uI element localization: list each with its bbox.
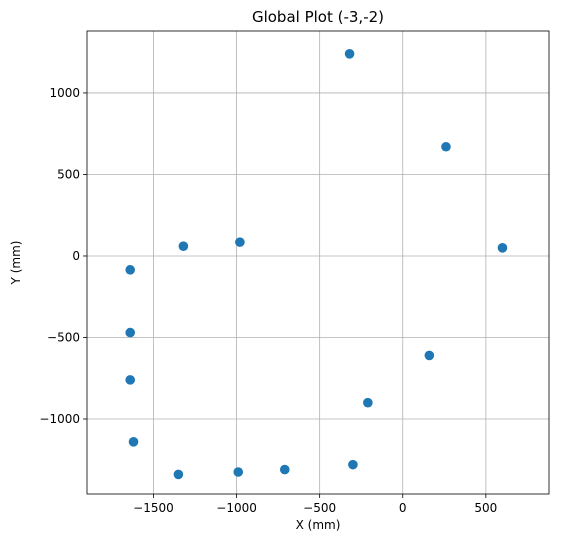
data-point: [424, 350, 435, 361]
x-tick-label: −1500: [133, 501, 174, 515]
data-point: [279, 464, 290, 475]
chart-title: Global Plot (-3,-2): [252, 8, 384, 26]
y-tick-label: 500: [57, 167, 80, 181]
grid: [87, 31, 549, 494]
x-tick-label: −1000: [216, 501, 257, 515]
y-tick-label: −1000: [39, 412, 80, 426]
data-point: [125, 375, 136, 385]
data-point: [363, 397, 373, 408]
data-points: [125, 49, 508, 480]
plot-frame: [86, 30, 550, 495]
axis-ticks: −1500 −1000 −500 0 500 −1000 −500 0 500 1000: [39, 86, 497, 515]
data-point: [173, 469, 184, 480]
data-point: [178, 241, 189, 251]
y-tick-label: −500: [47, 330, 80, 344]
y-tick-label: 0: [72, 249, 80, 263]
data-point: [125, 265, 136, 275]
data-point: [441, 141, 451, 152]
y-tick-label: 1000: [49, 86, 80, 100]
data-point: [128, 437, 139, 447]
data-point: [235, 237, 245, 247]
data-point: [233, 467, 244, 477]
x-tick-label: −500: [303, 501, 336, 515]
y-axis-label: Y (mm): [9, 241, 23, 286]
data-point: [344, 49, 355, 59]
x-tick-label: 0: [399, 501, 407, 515]
x-axis-label: X (mm): [296, 518, 341, 532]
data-point: [125, 327, 136, 338]
x-tick-label: 500: [474, 501, 497, 515]
data-point: [497, 243, 508, 253]
data-point: [348, 459, 358, 470]
